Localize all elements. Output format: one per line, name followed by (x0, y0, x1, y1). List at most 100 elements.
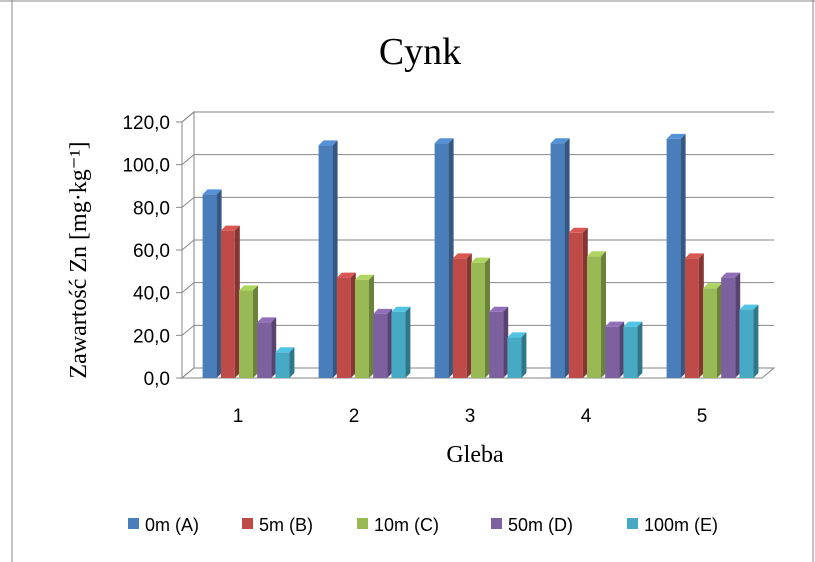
bar (568, 227, 588, 378)
gridline-depth (181, 324, 195, 336)
bar (434, 138, 454, 378)
y-tick-label: 80,0 (133, 198, 170, 219)
bar-side (753, 304, 759, 378)
bar-top (434, 138, 454, 144)
bar (318, 140, 338, 378)
y-tick-label: 20,0 (133, 326, 170, 347)
bar-front (721, 277, 736, 378)
bar-top (507, 332, 527, 338)
bar-side (735, 272, 741, 378)
x-tick-label: 1 (233, 406, 244, 427)
bar-top (471, 257, 490, 263)
legend-item: 50m (D) (491, 515, 573, 535)
bar-side (503, 306, 509, 378)
bar-top (666, 133, 686, 139)
bar-top (489, 306, 509, 312)
bar (684, 253, 704, 378)
bar-front (623, 326, 638, 378)
bar (220, 225, 240, 378)
bar-top (703, 283, 722, 289)
gridline-depth (181, 196, 195, 208)
bar-side (216, 189, 222, 378)
gridline-depth (181, 239, 195, 251)
legend-label: 5m (B) (259, 515, 313, 535)
y-tick-labels: 0,0 20,0 40,0 60,0 80,0 100,0 120,0 (122, 113, 170, 390)
bar (489, 306, 509, 378)
legend-label: 10m (C) (374, 515, 439, 535)
y-tick-label: 40,0 (133, 284, 170, 305)
bar-front (318, 145, 333, 378)
bar-top (550, 138, 570, 144)
chart-title: Cynk (378, 31, 462, 73)
bar-side (448, 138, 454, 378)
bar-side (521, 332, 527, 378)
bar-top (452, 253, 472, 259)
x-tick-labels: 1 2 3 4 5 (233, 406, 708, 427)
legend-label: 0m (A) (145, 515, 199, 535)
bar-top (336, 272, 356, 278)
bar-front (489, 311, 504, 378)
bar-side (387, 308, 393, 378)
legend-swatch (128, 518, 139, 529)
bar (605, 321, 625, 378)
bars-group (202, 133, 759, 378)
bar (257, 317, 277, 378)
y-tick-label: 100,0 (122, 156, 170, 177)
bar-side (619, 321, 625, 378)
bar-side (369, 274, 374, 378)
legend-swatch (491, 518, 502, 529)
legend: 0m (A) 5m (B) 10m (C) 50m (D) 100m (E) (128, 515, 718, 535)
bar (507, 332, 527, 378)
legend-item: 100m (E) (627, 515, 718, 535)
bar-side (350, 272, 356, 378)
bar-top (355, 274, 374, 280)
bar-front (568, 232, 583, 378)
bar (336, 272, 356, 378)
legend-swatch (627, 518, 638, 529)
bar-top (257, 317, 277, 323)
bar-top (587, 251, 606, 257)
y-tick-label: 120,0 (122, 113, 170, 134)
x-tick-label: 5 (697, 406, 708, 427)
bar-front (275, 352, 290, 378)
bar-side (680, 133, 686, 378)
y-tick-label: 60,0 (133, 241, 170, 262)
bar-front (220, 230, 235, 378)
bar-side (637, 321, 643, 378)
bar-top (275, 347, 295, 353)
bar-front (739, 309, 754, 378)
bar-side (332, 140, 338, 378)
bar-front (373, 313, 388, 378)
bar-side (564, 138, 570, 378)
bar-front (550, 143, 565, 378)
bar-top (623, 321, 643, 327)
x-tick-label: 3 (465, 406, 476, 427)
bar (721, 272, 741, 378)
x-axis-label: Gleba (446, 442, 504, 468)
bar-side (485, 257, 490, 378)
bar-front (703, 288, 717, 378)
bar (239, 285, 258, 378)
bar-front (202, 194, 217, 378)
bar-side (234, 225, 240, 378)
legend-label: 100m (E) (644, 515, 718, 535)
bar-front (239, 290, 253, 378)
bar-front (684, 258, 699, 378)
bar-side (405, 306, 411, 378)
bar-side (253, 285, 258, 378)
x-tick-label: 2 (349, 406, 360, 427)
bar-front (434, 143, 449, 378)
bar-top (202, 189, 222, 195)
bar-side (582, 227, 588, 378)
gridline-depth (181, 154, 195, 166)
x-tick-label: 4 (581, 406, 592, 427)
bar-side (289, 347, 295, 378)
bar (275, 347, 295, 378)
bar (587, 251, 606, 378)
legend-label: 50m (D) (508, 515, 573, 535)
legend-swatch (357, 518, 368, 529)
bar-top (721, 272, 741, 278)
legend-item: 5m (B) (242, 515, 313, 535)
bar-top (568, 227, 588, 233)
